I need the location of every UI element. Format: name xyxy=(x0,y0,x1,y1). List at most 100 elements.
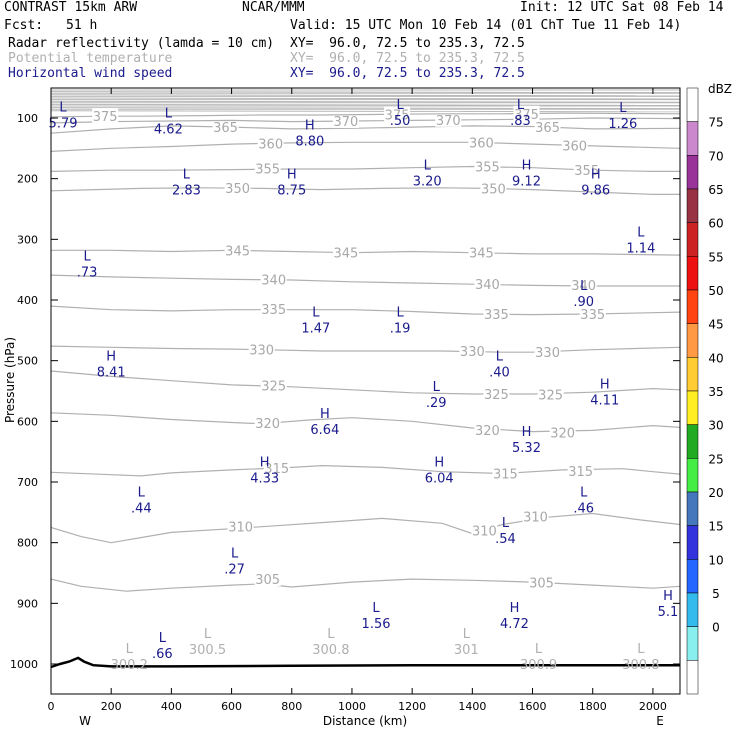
theta-contour-355 xyxy=(51,165,680,172)
theta-label: 305 xyxy=(255,573,280,588)
x-axis-west: W xyxy=(79,714,91,728)
wind-center-value: 8.80 xyxy=(295,135,324,150)
wind-center-symbol: H xyxy=(663,589,673,604)
theta-contour-350 xyxy=(51,187,680,195)
wind-center-value: 1.14 xyxy=(626,241,655,256)
init-time: Init: 12 UTC Sat 08 Feb 14 xyxy=(520,0,724,15)
theta-label: 325 xyxy=(484,388,509,403)
wind-center-symbol: H xyxy=(305,119,315,134)
wind-center-symbol: L xyxy=(517,98,525,113)
wind-centers: L5.79L4.62L.50L.83L1.26H8.80L2.83H8.75L3… xyxy=(49,98,679,662)
wind-center-value: 4.33 xyxy=(250,471,279,486)
theta-label-bg xyxy=(537,386,564,402)
wind-center-symbol: H xyxy=(287,168,297,183)
wind-center-symbol: L xyxy=(433,380,441,395)
theta-label: 320 xyxy=(550,426,575,441)
theta-label-bg xyxy=(468,134,495,150)
field-wind-xy: XY= 96.0, 72.5 to 235.3, 72.5 xyxy=(290,66,525,81)
wind-center-symbol: L xyxy=(312,305,320,320)
terrain-surface xyxy=(50,656,680,669)
theta-label: 345 xyxy=(334,247,359,262)
theta-label-bg xyxy=(257,135,284,151)
theta-label: 310 xyxy=(472,525,497,540)
y-tick-label: 200 xyxy=(17,173,38,186)
theta-label-bg xyxy=(224,242,251,258)
wind-center-symbol: L xyxy=(619,101,627,116)
theta-label: 305 xyxy=(529,577,554,592)
colorbar-label: 55 xyxy=(708,250,723,264)
upper-contour-line xyxy=(50,94,681,97)
theta-label-bg xyxy=(263,460,290,476)
x-tick-label: 400 xyxy=(161,700,182,713)
wind-center-symbol: H xyxy=(106,350,116,365)
colorbar-label: 65 xyxy=(708,183,723,197)
theta-contours: 305 305 310 310 310 315 315 315 320 320 320 325 325 3… xyxy=(51,105,680,592)
colorbar-swatch xyxy=(686,626,699,661)
model-title: CONTRAST 15km ARW xyxy=(4,0,138,15)
wind-center-value: .46 xyxy=(573,502,594,517)
theta-label: 350 xyxy=(225,182,250,197)
theta-label: 315 xyxy=(264,462,289,477)
x-axis-east: E xyxy=(656,714,664,728)
theta-label-bg xyxy=(260,301,287,317)
theta-contour-305 xyxy=(51,578,680,592)
y-tick-label: 300 xyxy=(17,233,38,246)
wind-center-value: 1.56 xyxy=(362,617,391,632)
theta-label: 375 xyxy=(93,110,118,125)
y-tick-label: 700 xyxy=(17,476,38,489)
colorbar-swatch xyxy=(686,559,699,594)
field-theta-name: Potential temperature xyxy=(8,51,173,66)
theta-label-bg xyxy=(212,119,239,135)
x-axis-title: Distance (km) xyxy=(323,714,407,728)
theta-label: 345 xyxy=(469,247,494,262)
theta-label-bg xyxy=(561,137,588,153)
valid-time: Valid: 15 UTC Mon 10 Feb 14 (01 ChT Tue … xyxy=(290,18,682,33)
theta-label: 325 xyxy=(261,380,286,395)
y-tick-label: 900 xyxy=(17,597,38,610)
theta-label-bg xyxy=(384,106,411,122)
theta-label-bg xyxy=(474,421,501,437)
upper-contour-line xyxy=(50,107,681,110)
theta-label-bg xyxy=(468,244,495,260)
wind-center-value: .50 xyxy=(390,114,411,129)
theta-label-bg xyxy=(513,105,540,121)
wind-center-value: 4.11 xyxy=(590,394,619,409)
theta-label: 335 xyxy=(261,303,286,318)
theta-contour-340 xyxy=(51,274,680,287)
theta-label-bg xyxy=(260,271,287,287)
wind-center-value: 4.72 xyxy=(500,617,529,632)
theta-label-bg xyxy=(567,463,594,479)
colorbar-label: 50 xyxy=(708,284,723,298)
y-tick-label: 400 xyxy=(17,294,38,307)
wind-center-symbol: L xyxy=(83,250,91,265)
theta-label: 330 xyxy=(460,345,485,360)
theta-label-bg xyxy=(248,341,275,357)
theta-center-value: 300.9 xyxy=(520,658,557,673)
x-tick-label: 600 xyxy=(221,700,242,713)
colorbar-label: 10 xyxy=(708,553,723,567)
upper-contour-line xyxy=(50,103,681,106)
theta-label: 360 xyxy=(469,136,494,151)
wind-center-symbol: H xyxy=(600,378,610,393)
wind-center-value: .40 xyxy=(489,366,510,381)
wind-center-value: .44 xyxy=(131,502,152,517)
theta-label-bg xyxy=(459,342,486,358)
wind-center-symbol: L xyxy=(502,516,510,531)
wind-center-value: 9.86 xyxy=(581,184,610,199)
theta-label: 340 xyxy=(571,279,596,294)
theta-label-bg xyxy=(435,111,462,127)
wind-center-symbol: H xyxy=(510,601,520,616)
theta-label-bg xyxy=(522,508,549,524)
upper-contour-line xyxy=(50,97,681,100)
x-tick-label: 1800 xyxy=(579,700,607,713)
theta-label-bg xyxy=(254,415,281,431)
center-title: NCAR/MMM xyxy=(242,0,305,15)
theta-label-bg xyxy=(332,244,359,260)
wind-center-symbol: L xyxy=(159,631,167,646)
terrain-line xyxy=(50,656,680,669)
theta-center-value: 300.5 xyxy=(189,643,226,658)
wind-center-symbol: H xyxy=(320,407,330,422)
field-theta-xy: XY= 96.0, 72.5 to 235.3, 72.5 xyxy=(290,51,525,66)
